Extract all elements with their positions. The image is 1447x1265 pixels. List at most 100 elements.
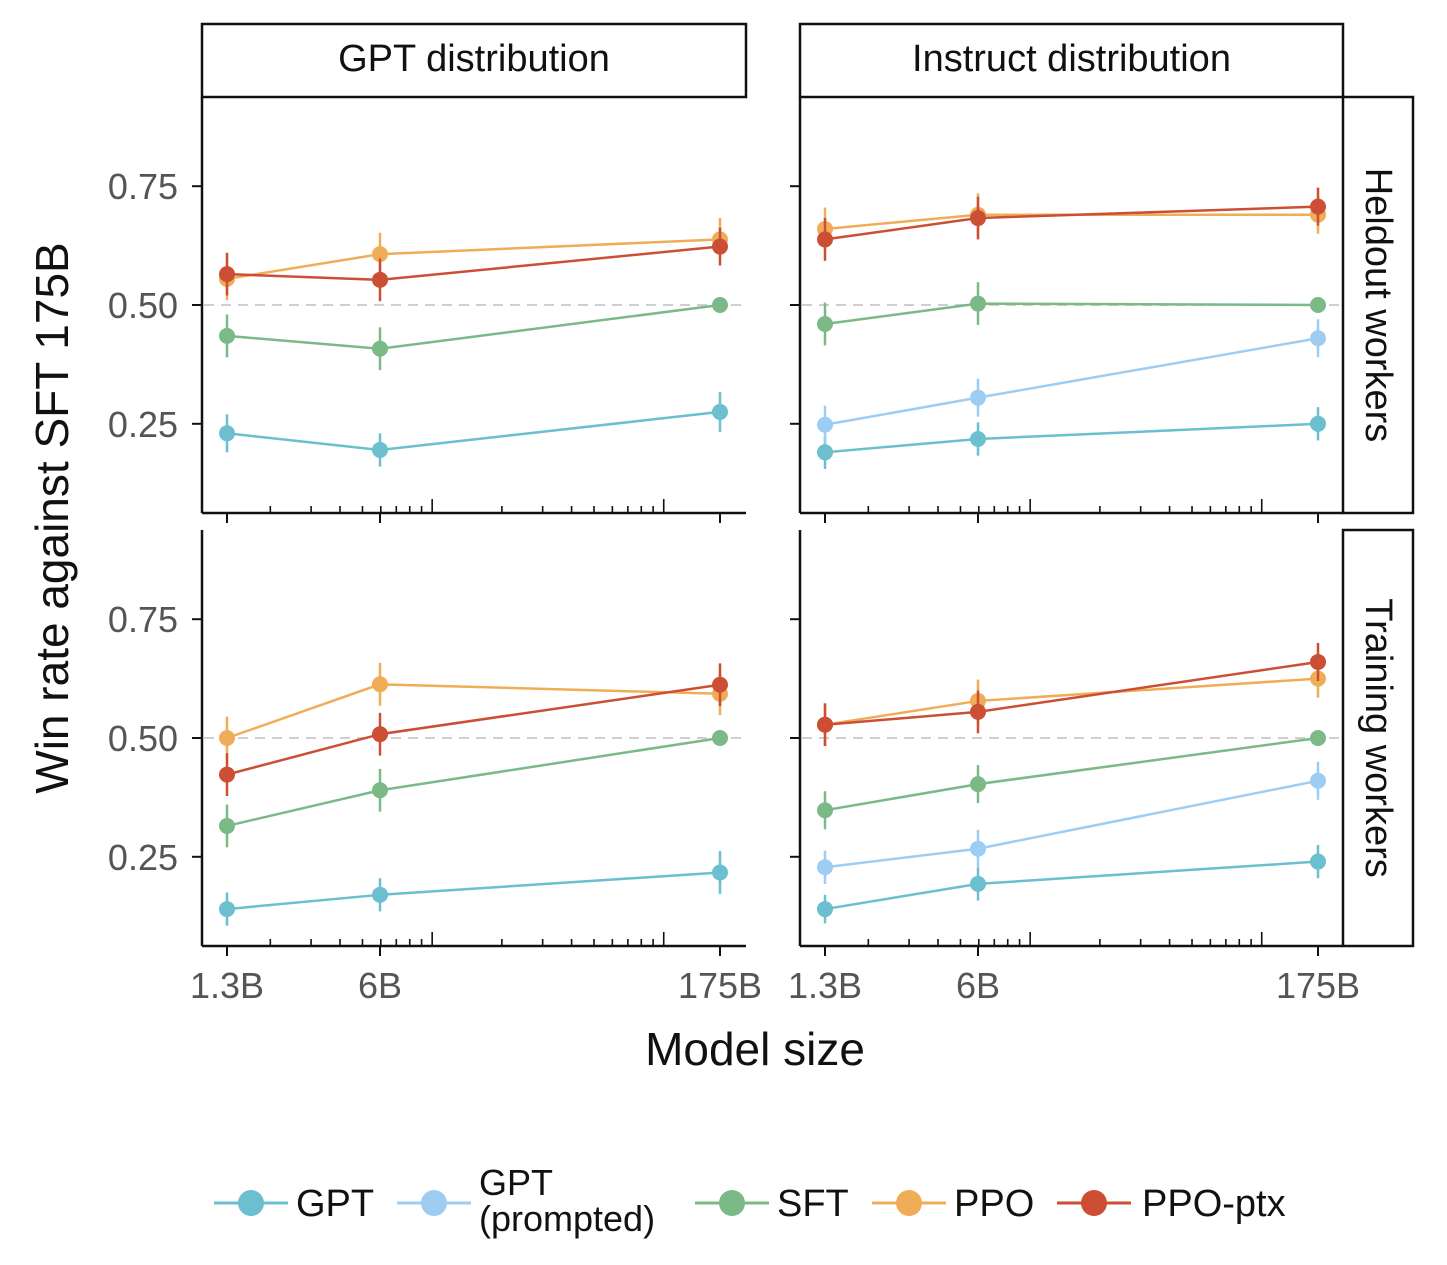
x-tick-label: 6B (358, 965, 402, 1006)
legend-key-marker (238, 1190, 264, 1216)
data-point (219, 766, 235, 783)
data-point (817, 716, 833, 733)
x-tick-label: 175B (1276, 965, 1360, 1006)
data-point (970, 875, 986, 892)
legend-item-gpt-prompted: GPT(prompted) (397, 1162, 655, 1239)
data-point (1310, 297, 1326, 313)
data-point (817, 416, 833, 433)
data-point (372, 441, 388, 458)
data-point (219, 817, 235, 834)
legend-label: SFT (777, 1183, 849, 1225)
data-point (219, 327, 235, 344)
series-line (226, 871, 721, 911)
y-tick-label: 0.50 (108, 718, 178, 759)
data-point (372, 726, 388, 743)
data-point (372, 246, 388, 263)
data-point (219, 266, 235, 283)
data-point (970, 703, 986, 720)
legend-label: PPO (954, 1183, 1034, 1225)
y-tick-label: 0.25 (108, 837, 178, 878)
series-line (226, 303, 721, 350)
legend-item-ppo-ptx: PPO-ptx (1057, 1183, 1286, 1225)
series-line (226, 238, 721, 281)
data-point (372, 340, 388, 357)
series-line (226, 410, 721, 452)
panel-instruct-distribution-heldout-workers (790, 97, 1343, 523)
data-point (712, 403, 728, 420)
data-point (970, 295, 986, 312)
series-line (824, 337, 1319, 426)
x-tick-label: 1.3B (190, 965, 264, 1006)
data-point (219, 730, 235, 746)
panel-gpt-distribution-heldout-workers: 0.25 0.50 0.75 (108, 97, 746, 523)
series-line (226, 683, 721, 740)
data-point (817, 901, 833, 918)
series-gpt-prompted (817, 761, 1326, 884)
data-point (219, 425, 235, 442)
data-point (372, 271, 388, 288)
data-point (372, 886, 388, 903)
series-ppo (219, 218, 728, 301)
legend-label: GPT (296, 1183, 374, 1225)
x-tick-label: 1.3B (788, 965, 862, 1006)
data-point (1310, 415, 1326, 432)
data-point (219, 901, 235, 918)
data-point (712, 864, 728, 881)
data-point (970, 210, 986, 227)
x-axis-title: Model size (645, 1023, 865, 1075)
data-point (372, 676, 388, 693)
series-gpt (817, 407, 1326, 469)
legend-item-gpt: GPT (214, 1183, 374, 1225)
row-strip (1341, 528, 1415, 948)
y-tick-label: 0.25 (108, 404, 178, 445)
data-point (712, 238, 728, 255)
series-ppo-ptx (219, 663, 728, 796)
series-line (226, 245, 721, 282)
legend-key-marker (896, 1190, 922, 1216)
data-point (817, 859, 833, 876)
series-sft (817, 282, 1326, 346)
data-point (970, 431, 986, 448)
data-point (817, 444, 833, 461)
data-point (712, 730, 728, 746)
data-point (1310, 730, 1326, 746)
y-axis-title: Win rate against SFT 175B (26, 242, 78, 793)
panels: GPT distribution Instruct distribution Hel… (108, 22, 1415, 1006)
series-gpt (219, 851, 728, 926)
legend-item-ppo: PPO (872, 1183, 1034, 1225)
series-ppo-ptx (817, 642, 1326, 747)
series-line (226, 683, 721, 776)
column-strip (200, 22, 748, 99)
column-strip (798, 22, 1345, 99)
data-point (817, 802, 833, 819)
data-point (817, 231, 833, 248)
series-line (824, 779, 1319, 869)
data-point (1310, 853, 1326, 870)
series-sft (219, 730, 728, 848)
series-ppo (219, 662, 728, 760)
series-line (824, 860, 1319, 911)
legend-key-marker (421, 1190, 447, 1216)
panel-instruct-distribution-training-workers: 1.3B 6B 175B (788, 530, 1360, 1006)
series-sft (219, 297, 728, 371)
column-strip-title: Instruct distribution (912, 38, 1231, 80)
series-ppo (817, 193, 1326, 251)
data-point (712, 676, 728, 693)
y-tick-label: 0.75 (108, 166, 178, 207)
data-point (970, 389, 986, 406)
column-strip-title: GPT distribution (338, 38, 610, 80)
data-point (1310, 330, 1326, 347)
legend-label: GPT (479, 1162, 553, 1203)
y-tick-label: 0.75 (108, 599, 178, 640)
series-ppo-ptx (817, 187, 1326, 261)
legend-key-marker (1081, 1190, 1107, 1216)
legend-label: PPO-ptx (1142, 1183, 1286, 1225)
row-strip-title: Training workers (1357, 598, 1399, 877)
series-line (824, 422, 1319, 454)
series-ppo-ptx (219, 227, 728, 302)
legend-item-sft: SFT (695, 1183, 849, 1225)
series-line (824, 213, 1318, 231)
data-point (817, 316, 833, 333)
series-sft (817, 730, 1326, 830)
